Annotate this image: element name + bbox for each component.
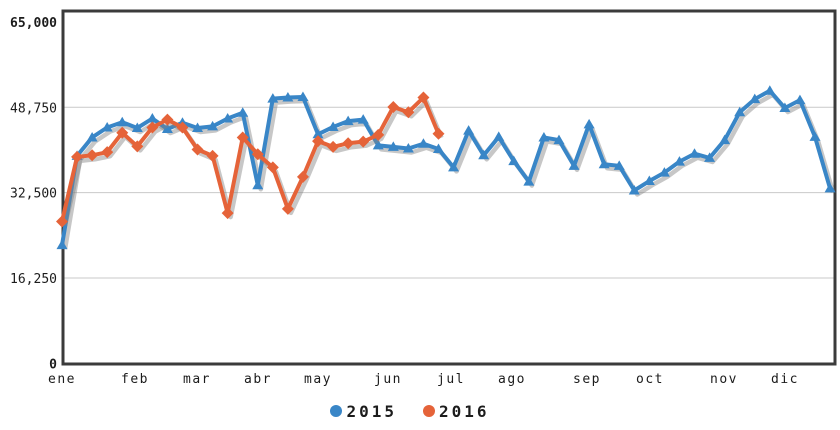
svg-text:ene: ene [48, 372, 76, 387]
svg-text:ago: ago [498, 372, 526, 387]
chart-legend: 2015 2016 [0, 399, 830, 423]
svg-text:dic: dic [771, 372, 799, 387]
svg-text:jul: jul [437, 372, 465, 387]
legend-dot-2015-icon [330, 405, 343, 417]
svg-text:oct: oct [636, 372, 664, 387]
legend-item-2015: 2015 [330, 402, 397, 421]
legend-label-2015: 2015 [346, 401, 397, 421]
svg-text:65,000: 65,000 [10, 16, 57, 31]
svg-text:32,500: 32,500 [10, 187, 57, 202]
legend-label-2016: 2016 [439, 401, 490, 421]
legend-item-2016: 2016 [423, 402, 490, 421]
svg-text:abr: abr [244, 372, 272, 387]
svg-text:16,250: 16,250 [10, 272, 57, 287]
svg-text:nov: nov [710, 372, 738, 387]
legend-dot-2016-icon [423, 405, 435, 417]
svg-text:48,750: 48,750 [10, 101, 57, 116]
svg-text:feb: feb [121, 372, 149, 387]
svg-text:sep: sep [573, 372, 601, 387]
svg-text:may: may [304, 372, 332, 387]
svg-text:jun: jun [374, 372, 402, 387]
svg-text:0: 0 [49, 357, 57, 372]
svg-text:mar: mar [183, 372, 211, 387]
